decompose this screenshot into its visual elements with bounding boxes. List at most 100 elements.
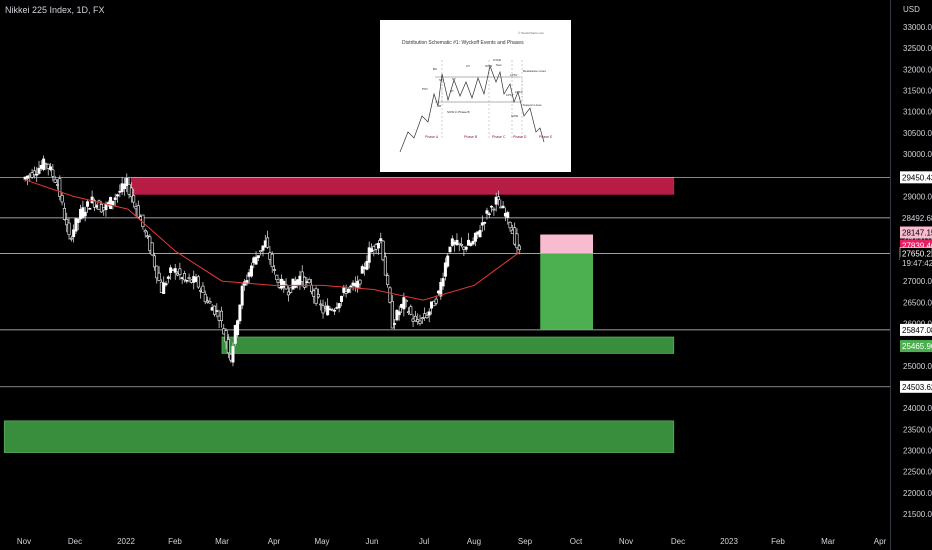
x-tick-label: Aug bbox=[467, 537, 481, 546]
candle-body bbox=[455, 239, 459, 246]
candle-body bbox=[240, 285, 244, 306]
x-tick-label: Dec bbox=[671, 537, 685, 546]
candle-body bbox=[25, 175, 29, 179]
price-label: 27839.46 bbox=[902, 242, 932, 251]
candle-body bbox=[261, 245, 265, 251]
inset-label: ST bbox=[450, 89, 454, 93]
inset-label: LPSY bbox=[506, 93, 514, 97]
candle-body bbox=[53, 178, 57, 183]
inset-phase-label: Phase B bbox=[464, 135, 478, 139]
candle-body bbox=[51, 169, 55, 177]
candle-body bbox=[393, 323, 397, 325]
price-label-bg bbox=[900, 211, 932, 224]
candle-body bbox=[146, 235, 150, 238]
x-tick-label: Nov bbox=[619, 537, 633, 546]
candle-body bbox=[349, 285, 353, 288]
candle-body bbox=[143, 230, 147, 233]
candle-body bbox=[307, 279, 311, 283]
inset-label: LPSY bbox=[510, 73, 518, 77]
candle-body bbox=[152, 255, 156, 268]
candle-body bbox=[409, 306, 413, 315]
candle-body bbox=[224, 330, 228, 343]
y-tick-label: 30000.00 bbox=[903, 150, 932, 159]
candle-body bbox=[122, 183, 126, 190]
candle-body bbox=[76, 218, 80, 223]
y-tick-label: 22500.00 bbox=[903, 468, 932, 477]
candle-body bbox=[321, 305, 325, 314]
x-tick-label: Oct bbox=[570, 537, 583, 546]
candle-body bbox=[339, 295, 343, 302]
supply-zone-0 bbox=[130, 177, 675, 195]
inset-label: SOW bbox=[485, 64, 492, 68]
x-tick-label: Apr bbox=[268, 537, 281, 546]
inset-label: UTAD bbox=[493, 58, 502, 62]
candle-body bbox=[300, 271, 304, 282]
candle-body bbox=[379, 238, 383, 241]
currency-label: USD bbox=[903, 5, 920, 14]
candle-body bbox=[418, 320, 422, 324]
inset-label: ST bbox=[452, 77, 456, 81]
price-label: 24503.62 bbox=[902, 383, 932, 392]
candle-body bbox=[515, 233, 519, 249]
candle-body bbox=[231, 346, 235, 363]
candle-body bbox=[155, 265, 159, 279]
candle-body bbox=[132, 195, 136, 203]
candle-body bbox=[35, 173, 39, 176]
candle-body bbox=[201, 285, 205, 293]
candle-body bbox=[383, 256, 387, 276]
candle-body bbox=[342, 287, 346, 293]
candle-body bbox=[129, 187, 133, 198]
candle-body bbox=[141, 214, 145, 228]
candle-body bbox=[111, 200, 115, 206]
candle-body bbox=[466, 239, 470, 246]
candle-body bbox=[446, 255, 450, 267]
candle-body bbox=[326, 305, 330, 316]
candle-body bbox=[457, 242, 461, 245]
candle-body bbox=[162, 282, 166, 294]
candle-body bbox=[420, 317, 424, 320]
y-tick-label: 31000.00 bbox=[903, 108, 932, 117]
inset-label: BC bbox=[433, 67, 438, 71]
candle-body bbox=[439, 282, 443, 297]
candle-body bbox=[397, 311, 401, 316]
position-stop-box bbox=[540, 234, 594, 254]
candle-body bbox=[236, 320, 240, 336]
price-label: 29450.43 bbox=[902, 173, 932, 182]
price-label: 28492.68 bbox=[902, 214, 932, 223]
candle-body bbox=[69, 237, 73, 240]
candle-body bbox=[367, 247, 371, 263]
candle-body bbox=[286, 291, 290, 296]
price-label-bg bbox=[900, 171, 932, 184]
candle-body bbox=[319, 303, 323, 306]
inset-label: UT bbox=[466, 64, 470, 68]
candle-body bbox=[485, 210, 489, 214]
price-label-bg bbox=[900, 340, 932, 353]
wyckoff-price-path bbox=[399, 64, 545, 153]
candle-body bbox=[471, 240, 475, 245]
y-tick-label: 31500.00 bbox=[903, 87, 932, 96]
candle-body bbox=[136, 205, 140, 218]
x-tick-label: Mar bbox=[215, 537, 229, 546]
y-tick-label: 25000.00 bbox=[903, 362, 932, 371]
y-tick-label: 26500.00 bbox=[903, 298, 932, 307]
candle-body bbox=[254, 256, 258, 265]
candle-body bbox=[65, 218, 69, 226]
candle-body bbox=[58, 178, 62, 197]
y-tick-label: 21500.00 bbox=[903, 510, 932, 519]
candle-body bbox=[83, 211, 87, 217]
x-tick-label: May bbox=[314, 537, 329, 546]
candle-body bbox=[478, 230, 482, 238]
candle-body bbox=[37, 167, 41, 174]
candle-body bbox=[501, 205, 505, 209]
candle-body bbox=[464, 246, 468, 250]
demand-zone-1 bbox=[221, 336, 675, 354]
candle-body bbox=[434, 298, 438, 304]
candle-body bbox=[88, 207, 92, 210]
candle-body bbox=[116, 194, 120, 197]
candle-body bbox=[259, 250, 263, 253]
candle-body bbox=[113, 197, 117, 200]
candle-body bbox=[469, 243, 473, 246]
y-tick-label: 28000.00 bbox=[903, 235, 932, 244]
x-tick-label: 2022 bbox=[117, 537, 135, 546]
